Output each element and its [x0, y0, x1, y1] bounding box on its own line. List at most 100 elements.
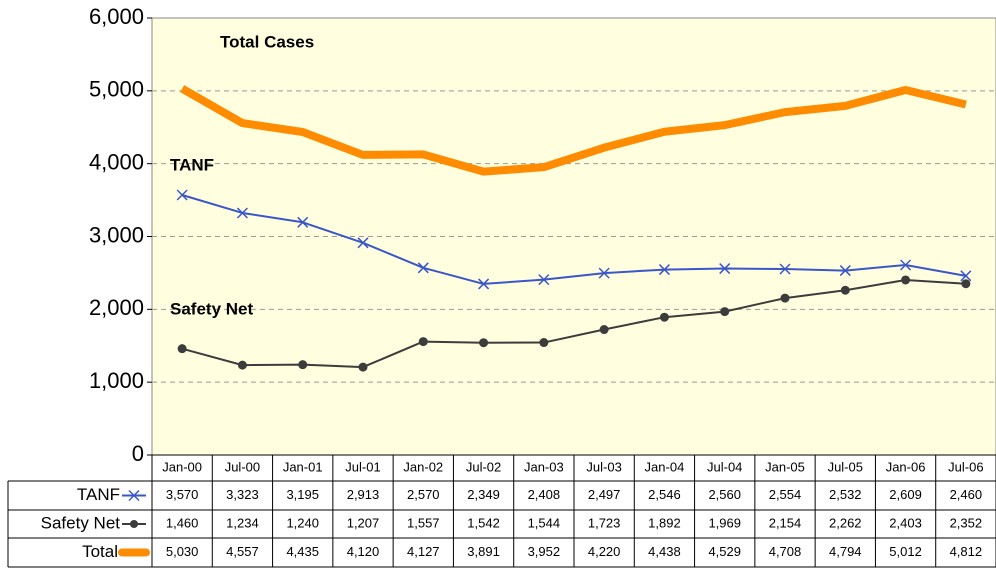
marker — [900, 259, 912, 271]
marker — [719, 263, 731, 275]
series-line — [180, 85, 967, 176]
table-value: 2,913 — [347, 487, 380, 502]
marker — [417, 262, 429, 274]
x-tick-label: Jan-00 — [162, 459, 202, 474]
marker — [961, 279, 971, 289]
table-value: 4,812 — [950, 544, 983, 559]
table-value: 2,154 — [769, 515, 802, 530]
table-value: 1,460 — [166, 515, 199, 530]
table-value: 3,323 — [226, 487, 259, 502]
table-value: 4,529 — [708, 544, 741, 559]
annotation: Safety Net — [170, 299, 253, 318]
x-tick-label: Jul-05 — [828, 459, 863, 474]
table-value: 1,207 — [347, 515, 380, 530]
marker — [598, 267, 610, 279]
table-value: 1,557 — [407, 515, 440, 530]
y-tick-label: 2,000 — [89, 295, 144, 320]
x-tick-label: Jul-00 — [225, 459, 260, 474]
marker — [177, 344, 187, 354]
marker — [237, 360, 247, 370]
table-value: 4,127 — [407, 544, 440, 559]
x-tick-label: Jul-03 — [586, 459, 621, 474]
table-value: 4,438 — [648, 544, 681, 559]
table-value: 2,460 — [950, 487, 983, 502]
y-tick-label: 6,000 — [89, 4, 144, 29]
x-tick-label: Jan-03 — [524, 459, 564, 474]
marker — [478, 278, 490, 290]
marker — [539, 338, 549, 348]
marker — [418, 337, 428, 347]
table-value: 2,546 — [648, 487, 681, 502]
table-value: 1,723 — [588, 515, 621, 530]
annotation: Total Cases — [220, 32, 314, 51]
marker — [839, 265, 851, 277]
x-tick-label: Jan-04 — [645, 459, 685, 474]
table-value: 4,220 — [588, 544, 621, 559]
table-value: 4,708 — [769, 544, 802, 559]
x-tick-label: Jul-01 — [345, 459, 380, 474]
x-tick-label: Jul-02 — [466, 459, 501, 474]
table-value: 4,794 — [829, 544, 862, 559]
table-value: 2,262 — [829, 515, 862, 530]
table-value: 3,570 — [166, 487, 199, 502]
marker — [840, 285, 850, 295]
y-tick-label: 0 — [132, 441, 144, 466]
table-value: 2,497 — [588, 487, 621, 502]
table-value: 2,609 — [889, 487, 922, 502]
table-value: 1,240 — [286, 515, 319, 530]
table-value: 2,532 — [829, 487, 862, 502]
marker — [357, 237, 369, 249]
legend-key — [128, 489, 140, 502]
marker — [297, 216, 309, 228]
table-value: 2,403 — [889, 515, 922, 530]
legend-label: Safety Net — [41, 513, 121, 532]
x-tick-label: Jan-05 — [765, 459, 805, 474]
table-value: 2,349 — [467, 487, 500, 502]
marker — [658, 264, 670, 276]
marker — [236, 207, 248, 219]
table-value: 1,234 — [226, 515, 259, 530]
marker — [659, 312, 669, 322]
series-line — [181, 194, 967, 285]
y-tick-label: 5,000 — [89, 77, 144, 102]
table-value: 3,891 — [467, 544, 500, 559]
x-tick-label: Jul-06 — [948, 459, 983, 474]
table-value: 1,969 — [708, 515, 741, 530]
marker — [780, 293, 790, 303]
marker — [479, 338, 489, 348]
legend-label: TANF — [77, 485, 120, 504]
x-tick-label: Jan-02 — [403, 459, 443, 474]
table-value: 2,570 — [407, 487, 440, 502]
table-value: 4,435 — [286, 544, 319, 559]
legend-label: Total — [82, 542, 118, 561]
marker — [779, 263, 791, 275]
table-value: 5,012 — [889, 544, 922, 559]
y-tick-label: 4,000 — [89, 149, 144, 174]
table-value: 4,557 — [226, 544, 259, 559]
series-line — [181, 278, 966, 369]
table-value: 2,352 — [950, 515, 983, 530]
marker — [901, 275, 911, 285]
table-value: 1,892 — [648, 515, 681, 530]
x-tick-label: Jan-06 — [886, 459, 926, 474]
table-value: 3,195 — [286, 487, 319, 502]
table-value: 5,030 — [166, 544, 199, 559]
y-tick-label: 1,000 — [89, 368, 144, 393]
marker — [176, 189, 188, 201]
marker — [599, 325, 609, 335]
legend-key — [130, 520, 138, 528]
table-value: 2,554 — [769, 487, 802, 502]
marker — [960, 270, 972, 282]
table-value: 1,542 — [467, 515, 500, 530]
table-value: 4,120 — [347, 544, 380, 559]
marker — [298, 360, 308, 370]
table-value: 2,560 — [708, 487, 741, 502]
table-value: 2,408 — [528, 487, 561, 502]
x-tick-label: Jul-04 — [707, 459, 742, 474]
x-tick-label: Jan-01 — [283, 459, 323, 474]
marker — [720, 307, 730, 317]
table-value: 3,952 — [528, 544, 561, 559]
y-tick-label: 3,000 — [89, 222, 144, 247]
table-value: 1,544 — [528, 515, 561, 530]
